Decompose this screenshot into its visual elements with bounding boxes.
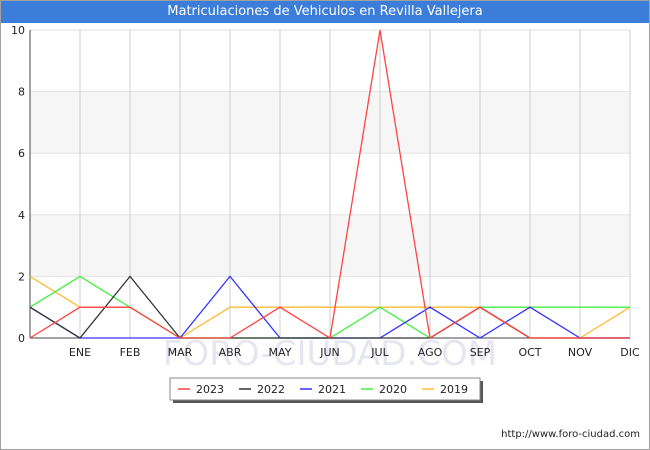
- legend-label-2020: 2020: [379, 383, 407, 396]
- x-tick-label: ABR: [219, 346, 242, 359]
- y-tick-label: 8: [18, 86, 25, 99]
- legend-label-2023: 2023: [196, 383, 224, 396]
- x-tick-label: MAY: [269, 346, 292, 359]
- x-tick-label: MAR: [168, 346, 193, 359]
- x-tick-label: JUN: [319, 346, 340, 359]
- y-tick-label: 10: [11, 24, 25, 37]
- x-tick-label: AGO: [418, 346, 443, 359]
- y-tick-label: 0: [18, 332, 25, 345]
- x-tick-label: OCT: [518, 346, 541, 359]
- x-tick-label: DIC: [620, 346, 640, 359]
- legend-label-2022: 2022: [257, 383, 285, 396]
- watermark: FORO-CIUDAD.COM: [163, 334, 497, 374]
- series-line-2023: [29, 29, 630, 340]
- y-tick-label: 2: [18, 270, 25, 283]
- chart-title: Matriculaciones de Vehiculos en Revilla …: [1, 1, 649, 23]
- x-tick-label: SEP: [470, 346, 491, 359]
- y-tick-label: 6: [18, 147, 25, 160]
- legend: 2023 2022 2021 2020 2019: [169, 377, 483, 403]
- legend-label-2019: 2019: [440, 383, 468, 396]
- x-tick-label: FEB: [120, 346, 141, 359]
- y-tick-label: 4: [18, 209, 25, 222]
- legend-box: [169, 377, 481, 401]
- x-tick-label: JUL: [370, 346, 389, 359]
- x-tick-label: NOV: [568, 346, 593, 359]
- legend-label-2021: 2021: [318, 383, 346, 396]
- x-tick-label: ENE: [69, 346, 91, 359]
- source-url[interactable]: http://www.foro-ciudad.com: [501, 429, 640, 440]
